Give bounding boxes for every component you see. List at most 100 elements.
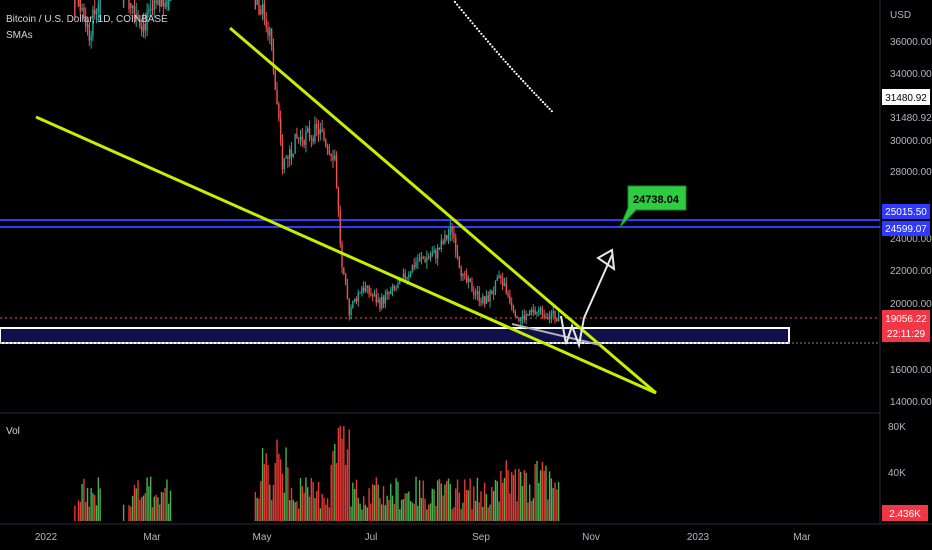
time-label: 2022 xyxy=(35,532,58,543)
candle-body xyxy=(279,118,282,142)
volume-bar xyxy=(516,501,518,521)
volume-bar xyxy=(415,476,417,521)
candle-body xyxy=(507,293,509,296)
candle-body xyxy=(548,317,551,320)
price-tick: 36000.00 xyxy=(890,37,932,48)
candle-body xyxy=(254,0,257,10)
volume-bar xyxy=(438,478,441,521)
volume-bar xyxy=(413,503,415,521)
candle-body xyxy=(157,0,159,6)
volume-bar xyxy=(260,481,262,521)
badge-volume-last: 2.436K xyxy=(882,505,928,521)
chart-header[interactable]: Bitcoin / U.S. Dollar, 1D, COINBASE SMAs xyxy=(6,12,168,43)
volume-bar xyxy=(139,499,141,521)
volume-bar xyxy=(283,492,285,521)
candle-body xyxy=(491,290,493,295)
candle-body xyxy=(95,11,98,15)
candle-body xyxy=(467,278,470,282)
volume-bar xyxy=(478,502,480,521)
projection-arrow-head xyxy=(596,248,616,272)
volume-bar xyxy=(545,465,547,521)
volume-bar xyxy=(326,498,329,521)
sma-point xyxy=(535,94,538,97)
sma-point xyxy=(515,72,518,76)
candle-body xyxy=(557,313,560,322)
candle-body xyxy=(527,313,529,316)
candle-body xyxy=(418,257,421,262)
candle-body xyxy=(169,0,172,1)
volume-bar xyxy=(140,497,143,521)
candle-body xyxy=(77,0,80,7)
volume-bar xyxy=(85,501,87,521)
volume-bar xyxy=(525,472,527,521)
volume-bar xyxy=(312,482,314,521)
volume-bar xyxy=(381,504,383,521)
candle-body xyxy=(128,0,130,10)
volume-bar xyxy=(155,494,157,521)
volume-bar xyxy=(94,494,96,521)
candle-body xyxy=(168,0,170,11)
time-label: Mar xyxy=(793,532,811,543)
sma-point xyxy=(504,60,507,63)
upper-trendline[interactable] xyxy=(229,26,657,395)
grey-trendline[interactable] xyxy=(511,323,601,346)
symbol-title[interactable]: Bitcoin / U.S. Dollar, 1D, COINBASE xyxy=(6,14,168,25)
candle-body xyxy=(503,283,506,286)
volume-bar xyxy=(538,482,540,521)
candle-body xyxy=(316,123,318,129)
badge-level-high: 25015.50 xyxy=(882,204,930,219)
sma-point xyxy=(469,19,472,22)
candle-body xyxy=(395,288,397,290)
candle-body xyxy=(370,293,372,296)
candle-body xyxy=(444,234,446,244)
volume-bar xyxy=(534,463,536,521)
candle-body xyxy=(460,267,462,277)
candle-body xyxy=(464,273,466,275)
price-callout[interactable]: 24738.04 xyxy=(619,185,687,228)
support-zone[interactable] xyxy=(0,327,790,344)
candle-body xyxy=(429,256,432,258)
lower-trendline[interactable] xyxy=(35,115,657,395)
sma-point xyxy=(480,32,483,35)
volume-bar xyxy=(294,502,296,521)
volume-bar xyxy=(256,497,258,521)
volume-bar xyxy=(287,467,289,521)
volume-bar xyxy=(372,484,374,521)
candle-body xyxy=(155,0,157,3)
candle-body xyxy=(532,310,535,313)
volume-bar xyxy=(298,508,300,521)
volume-bar xyxy=(483,482,486,521)
volume-bar xyxy=(343,426,345,521)
volume-label[interactable]: Vol xyxy=(6,426,20,437)
volume-bar xyxy=(366,507,368,521)
candle-body xyxy=(505,283,507,294)
price-tick: 22000.00 xyxy=(890,266,932,277)
candle-body xyxy=(92,9,94,36)
projection-path[interactable] xyxy=(560,254,613,349)
sma-point xyxy=(489,43,492,46)
candle-body xyxy=(368,285,370,294)
volume-bar xyxy=(166,479,168,521)
volume-bar xyxy=(492,490,495,521)
volume-bar xyxy=(464,479,466,521)
candle-body xyxy=(536,311,538,314)
candle-body xyxy=(554,311,556,320)
volume-bar xyxy=(355,479,358,521)
time-axis[interactable]: 2022 Mar May Jul Sep Nov 2023 Mar xyxy=(35,532,811,543)
volume-bar xyxy=(462,502,464,521)
volume-bar xyxy=(485,494,488,521)
indicator-label[interactable]: SMAs xyxy=(6,29,33,41)
volume-bar xyxy=(288,500,291,521)
volume-bar xyxy=(148,486,150,521)
candle-body xyxy=(545,317,547,319)
candle-body xyxy=(350,307,352,316)
price-axis[interactable]: USD 36000.00 34000.00 30000.00 28000.00 … xyxy=(890,10,932,408)
candle-body xyxy=(521,315,524,319)
candle-body xyxy=(431,253,433,257)
volume-bar xyxy=(328,507,331,521)
candle-body xyxy=(520,318,522,322)
volume-bar xyxy=(133,485,136,521)
volume-bar xyxy=(74,505,76,521)
candle-body xyxy=(86,24,89,27)
